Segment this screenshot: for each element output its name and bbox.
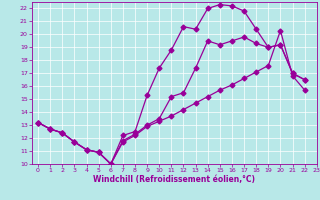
X-axis label: Windchill (Refroidissement éolien,°C): Windchill (Refroidissement éolien,°C) (93, 175, 255, 184)
